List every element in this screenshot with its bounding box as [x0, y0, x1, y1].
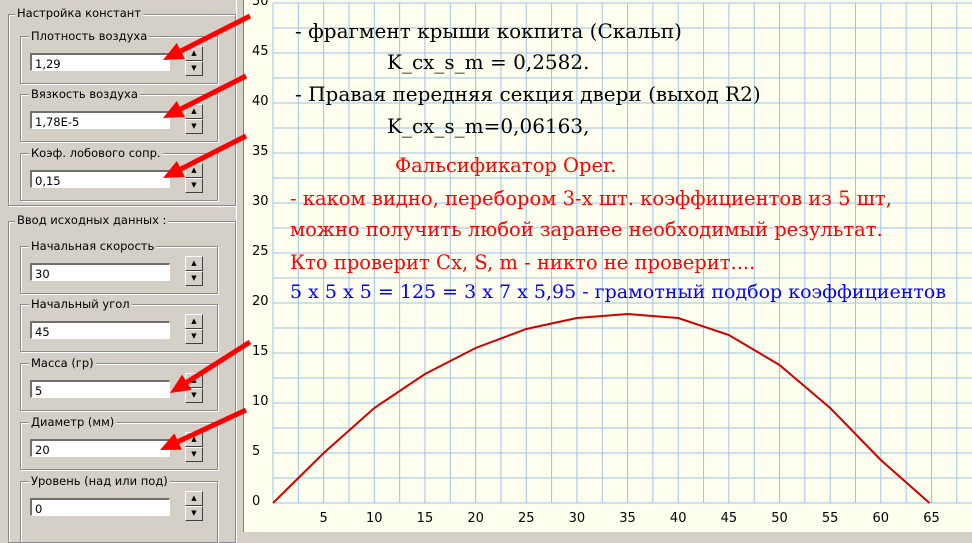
x-tick-label: 5	[319, 511, 328, 526]
field-label: Начальный угол	[29, 297, 132, 311]
field-group-4: Начальный угол 45 ▲ ▼	[20, 297, 218, 352]
x-tick-label: 55	[821, 511, 839, 526]
y-tick-label: 0	[252, 494, 261, 509]
field-label: Диаметр (мм)	[29, 415, 117, 429]
y-tick-label: 15	[252, 344, 269, 359]
y-tick-label: 45	[252, 44, 269, 59]
annotation-red-4: Кто проверит Cx, S, m - никто не провери…	[290, 251, 756, 274]
spin-buttons: ▲ ▼	[185, 256, 203, 286]
field-label: Вязкость воздуха	[29, 87, 140, 101]
spin-buttons: ▲ ▼	[185, 373, 203, 403]
field-label: Коэф. лобового сопр.	[29, 146, 163, 160]
field-label: Начальная скорость	[29, 239, 157, 253]
annotation-blue-1: 5 x 5 x 5 = 125 = 3 x 7 x 5,95 - грамотн…	[290, 281, 947, 303]
spin-down-icon[interactable]: ▼	[185, 447, 203, 462]
spin-buttons: ▲ ▼	[185, 432, 203, 462]
annotation-red-2: - каком видно, перебором 3-х шт. коэффиц…	[290, 187, 892, 210]
annotation-line-1: - фрагмент крыши кокпита (Скальп)	[295, 19, 682, 43]
spin-down-icon[interactable]: ▼	[185, 506, 203, 521]
field-group-5: Масса (гр) 5 ▲ ▼	[20, 356, 218, 411]
field-input[interactable]: 45	[30, 321, 170, 339]
field-input[interactable]: 5	[30, 380, 170, 398]
field-group-2: Коэф. лобового сопр. 0,15 ▲ ▼	[20, 146, 218, 201]
y-tick-label: 20	[252, 294, 269, 309]
spin-up-icon[interactable]: ▲	[185, 373, 203, 388]
x-tick-label: 65	[923, 511, 940, 526]
field-input[interactable]: 1,29	[30, 53, 170, 71]
x-tick-label: 20	[467, 511, 484, 526]
spin-down-icon[interactable]: ▼	[185, 388, 203, 403]
x-tick-label: 30	[568, 511, 586, 526]
spin-buttons: ▲ ▼	[185, 104, 203, 134]
x-tick-label: 40	[669, 511, 687, 526]
constants-group: Настройка констант	[8, 6, 236, 206]
field-input[interactable]: 1,78E-5	[30, 111, 170, 129]
spin-down-icon[interactable]: ▼	[185, 61, 203, 76]
x-tick-label: 15	[416, 511, 434, 526]
spin-up-icon[interactable]: ▲	[185, 491, 203, 506]
annotation-line-3: - Правая передняя секция двери (выход R2…	[295, 82, 761, 106]
spin-up-icon[interactable]: ▲	[185, 432, 203, 447]
y-tick-label: 10	[252, 394, 269, 409]
spin-down-icon[interactable]: ▼	[185, 271, 203, 286]
field-input[interactable]: 0,15	[30, 170, 170, 188]
x-tick-label: 10	[366, 511, 383, 526]
spin-down-icon[interactable]: ▼	[185, 329, 203, 344]
field-group-0: Плотность воздуха 1,29 ▲ ▼	[20, 29, 218, 84]
settings-panel: Настройка констант Ввод исходных данных …	[0, 0, 244, 543]
y-tick-label: 30	[252, 194, 269, 209]
x-tick-label: 35	[619, 511, 636, 526]
field-input[interactable]: 0	[30, 498, 170, 516]
field-group-3: Начальная скорость 30 ▲ ▼	[20, 239, 218, 294]
y-tick-label: 5	[252, 444, 261, 459]
input-data-group-title: Ввод исходных данных :	[15, 213, 169, 227]
spin-up-icon[interactable]: ▲	[185, 163, 203, 178]
annotation-line-4: K_cx_s_m=0,06163,	[387, 114, 590, 138]
annotation-line-2: K_cx_s_m = 0,2582.	[387, 50, 590, 74]
spin-up-icon[interactable]: ▲	[185, 46, 203, 61]
x-tick-label: 25	[517, 511, 535, 526]
spin-buttons: ▲ ▼	[185, 163, 203, 193]
spin-buttons: ▲ ▼	[185, 491, 203, 521]
annotation-red-1: Фальсификатор Oper.	[395, 154, 617, 177]
spin-buttons: ▲ ▼	[185, 314, 203, 344]
panel-splitter[interactable]	[236, 0, 244, 532]
spin-up-icon[interactable]: ▲	[185, 314, 203, 329]
y-tick-label: 50	[252, 0, 269, 9]
spin-up-icon[interactable]: ▲	[185, 104, 203, 119]
spin-up-icon[interactable]: ▲	[185, 256, 203, 271]
spin-buttons: ▲ ▼	[185, 46, 203, 76]
field-group-6: Диаметр (мм) 20 ▲ ▼	[20, 415, 218, 470]
field-group-7: Уровень (над или под) 0 ▲ ▼	[20, 474, 218, 543]
x-tick-label: 50	[771, 511, 788, 526]
y-tick-label: 35	[252, 144, 269, 159]
constants-group-title: Настройка констант	[15, 6, 143, 20]
field-label: Масса (гр)	[29, 356, 96, 370]
x-tick-label: 45	[720, 511, 738, 526]
field-input[interactable]: 30	[30, 263, 170, 281]
field-input[interactable]: 20	[30, 439, 170, 457]
y-tick-label: 25	[252, 244, 269, 259]
x-tick-label: 60	[872, 511, 890, 526]
y-tick-label: 40	[252, 94, 269, 109]
spin-down-icon[interactable]: ▼	[185, 178, 203, 193]
field-group-1: Вязкость воздуха 1,78E-5 ▲ ▼	[20, 87, 218, 142]
field-label: Уровень (над или под)	[29, 474, 170, 488]
field-label: Плотность воздуха	[29, 29, 150, 43]
spin-down-icon[interactable]: ▼	[185, 119, 203, 134]
annotation-red-3: можно получить любой заранее необходимый…	[290, 218, 883, 241]
